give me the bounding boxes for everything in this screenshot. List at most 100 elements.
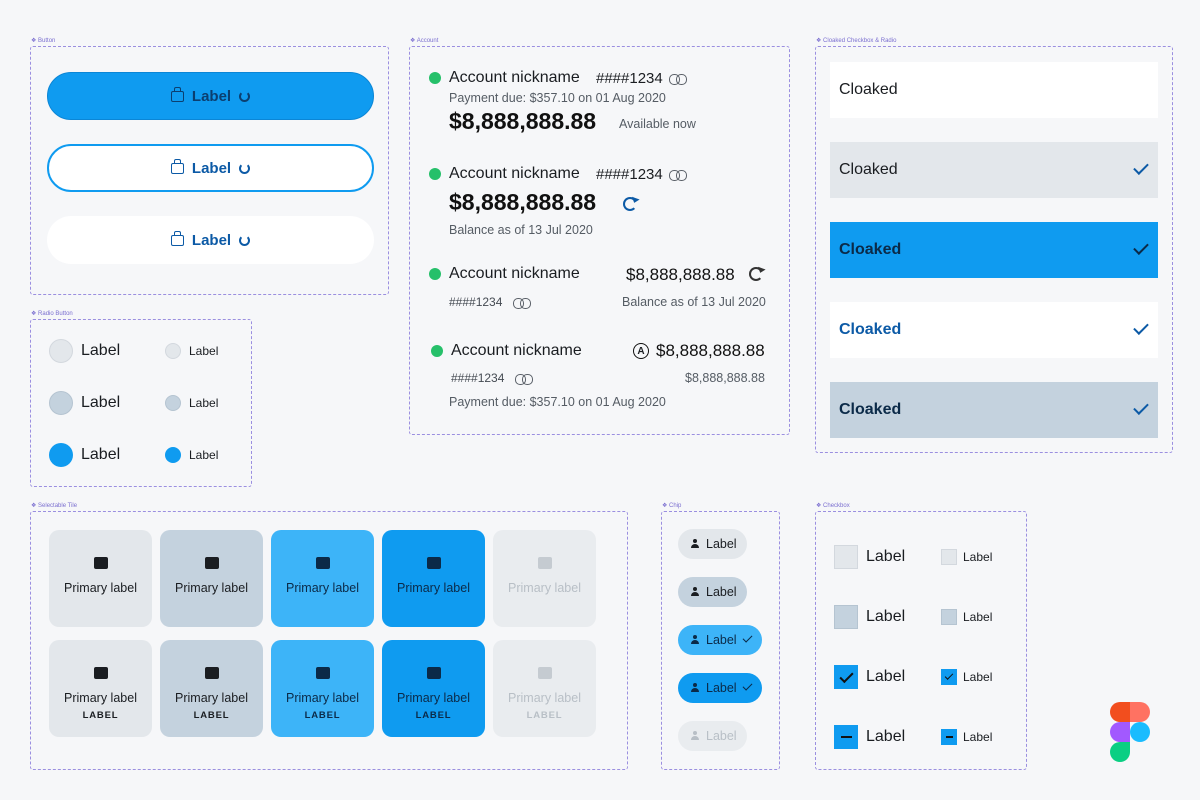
selectable-tile-selected[interactable]: Primary label xyxy=(382,530,485,627)
account-nickname: Account nickname xyxy=(449,69,580,86)
button-label: Label xyxy=(191,159,232,177)
person-icon xyxy=(690,683,700,693)
account-number: ####1234 xyxy=(596,70,663,87)
minus-icon xyxy=(945,736,953,738)
checkbox-label-small: Label xyxy=(963,670,993,684)
link-icon[interactable] xyxy=(513,298,531,309)
tile-label: Primary label xyxy=(175,691,248,705)
refresh-icon[interactable] xyxy=(623,197,637,211)
figma-logo-icon xyxy=(1110,702,1150,762)
check-icon xyxy=(742,680,753,691)
checkbox[interactable] xyxy=(834,545,858,569)
cloaked-option[interactable]: Cloaked xyxy=(830,382,1158,438)
checkbox-small-checked[interactable] xyxy=(941,669,957,685)
checkbox-row[interactable]: Label Label xyxy=(834,545,992,569)
tile-label: Primary label xyxy=(64,581,137,595)
cloaked-label: Cloaked xyxy=(839,81,898,98)
radio-label-small: Label xyxy=(189,396,219,410)
refresh-icon[interactable] xyxy=(749,267,763,281)
link-icon[interactable] xyxy=(669,74,687,85)
selectable-tile[interactable]: Primary label xyxy=(271,530,374,627)
payment-due: Payment due: $357.10 on 01 Aug 2020 xyxy=(449,395,666,409)
radio-button[interactable] xyxy=(49,339,73,363)
checkbox-small[interactable] xyxy=(941,609,957,625)
button-label: Label xyxy=(191,231,232,249)
checkbox-small-indeterminate[interactable] xyxy=(941,729,957,745)
person-icon xyxy=(690,587,700,597)
selectable-tile[interactable]: Primary label LABEL xyxy=(271,640,374,737)
secondary-balance: $8,888,888.88 xyxy=(685,371,765,385)
checkbox-row[interactable]: Label Label xyxy=(834,725,992,749)
selectable-tile[interactable]: Primary label xyxy=(49,530,152,627)
message-icon xyxy=(93,667,108,679)
selectable-tile-selected[interactable]: Primary label LABEL xyxy=(382,640,485,737)
cloaked-label: Cloaked xyxy=(839,161,898,178)
message-icon xyxy=(426,667,441,679)
a-icon: A xyxy=(633,343,649,359)
button-frame: Button Label Label Label xyxy=(30,38,389,295)
ghost-button[interactable]: Label xyxy=(47,216,374,264)
checkbox-frame: Checkbox Label Label Label Label Label L… xyxy=(815,503,1027,770)
checkbox-row[interactable]: Label Label xyxy=(834,665,992,689)
tile-label: Primary label xyxy=(397,691,470,705)
radio-label-small: Label xyxy=(189,344,219,358)
status-dot xyxy=(429,268,441,280)
selectable-tile[interactable]: Primary label LABEL xyxy=(49,640,152,737)
tile-sublabel: LABEL xyxy=(304,710,341,721)
cloaked-option[interactable]: Cloaked xyxy=(830,302,1158,358)
link-icon[interactable] xyxy=(669,170,687,181)
radio-button[interactable] xyxy=(49,391,73,415)
radio-row[interactable]: Label Label xyxy=(49,443,218,467)
checkbox-row[interactable]: Label Label xyxy=(834,605,992,629)
chip-frame: Chip Label Label Label Label Label xyxy=(661,503,780,770)
frame-title: Button xyxy=(31,37,55,44)
cloaked-option-selected[interactable]: Cloaked xyxy=(830,222,1158,278)
checkbox-indeterminate[interactable] xyxy=(834,725,858,749)
radio-button-small-selected[interactable] xyxy=(165,447,181,463)
radio-button-small[interactable] xyxy=(165,343,181,359)
bag-icon xyxy=(170,86,184,102)
radio-row[interactable]: Label Label xyxy=(49,391,218,415)
primary-button[interactable]: Label xyxy=(47,72,374,120)
balance-date: Balance as of 13 Jul 2020 xyxy=(449,223,593,237)
chip-label: Label xyxy=(706,633,737,647)
account-frame: Account Account nickname ####1234 Paymen… xyxy=(409,38,790,435)
frame-title: Selectable Tile xyxy=(31,502,77,509)
check-icon xyxy=(944,671,954,680)
checkbox-small[interactable] xyxy=(941,549,957,565)
cloaked-label: Cloaked xyxy=(839,401,902,418)
status-dot xyxy=(429,168,441,180)
cloaked-label: Cloaked xyxy=(839,321,902,338)
selectable-tile[interactable]: Primary label xyxy=(160,530,263,627)
tile-sublabel: LABEL xyxy=(526,710,563,721)
message-icon xyxy=(93,557,108,569)
radio-button-small[interactable] xyxy=(165,395,181,411)
bag-icon xyxy=(170,158,184,174)
chip-selected[interactable]: Label xyxy=(678,673,762,703)
chip-selected[interactable]: Label xyxy=(678,625,762,655)
tile-label: Primary label xyxy=(508,691,581,705)
chip-label: Label xyxy=(706,537,737,551)
checkbox-label: Label xyxy=(866,548,906,565)
radio-button-selected[interactable] xyxy=(49,443,73,467)
button-label: Label xyxy=(191,87,232,105)
selectable-tile-disabled: Primary label LABEL xyxy=(493,640,596,737)
checkbox-label: Label xyxy=(866,608,906,625)
link-icon[interactable] xyxy=(515,374,533,385)
tile-sublabel: LABEL xyxy=(82,710,119,721)
chip[interactable]: Label xyxy=(678,529,747,559)
message-icon xyxy=(204,557,219,569)
checkbox-checked[interactable] xyxy=(834,665,858,689)
message-icon xyxy=(204,667,219,679)
outline-button[interactable]: Label xyxy=(47,144,374,192)
chip[interactable]: Label xyxy=(678,577,747,607)
checkbox[interactable] xyxy=(834,605,858,629)
cloaked-option[interactable]: Cloaked xyxy=(830,62,1158,118)
radio-row[interactable]: Label Label xyxy=(49,339,218,363)
checkbox-label-small: Label xyxy=(963,610,993,624)
bag-icon xyxy=(170,230,184,246)
chip-label: Label xyxy=(706,729,737,743)
cloaked-option[interactable]: Cloaked xyxy=(830,142,1158,198)
check-icon xyxy=(1133,399,1149,415)
selectable-tile[interactable]: Primary label LABEL xyxy=(160,640,263,737)
